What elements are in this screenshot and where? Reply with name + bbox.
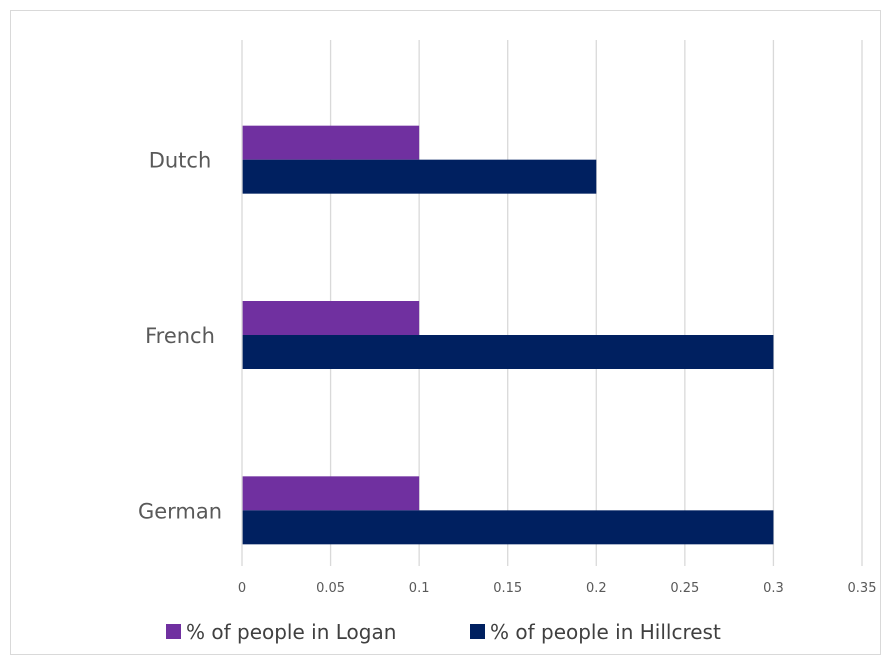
- x-tick-label: 0: [238, 581, 246, 596]
- bar-french-series-1: [242, 335, 774, 369]
- x-tick-label: 0.25: [670, 581, 699, 596]
- category-labels: Dutch French German: [138, 149, 222, 524]
- bars: [242, 125, 774, 545]
- x-tick-label: 0.35: [848, 581, 877, 596]
- category-label: German: [138, 499, 222, 523]
- legend-swatch: [166, 624, 181, 639]
- x-tick-label: 0.15: [493, 581, 522, 596]
- bar-french-series-0: [242, 301, 420, 335]
- bar-german-series-0: [242, 476, 420, 511]
- legend-label: % of people in Logan: [186, 620, 396, 644]
- x-tick-label: 0.1: [409, 581, 430, 596]
- bar-german-series-1: [242, 510, 774, 545]
- category-label: French: [145, 324, 215, 348]
- x-tick-labels: 0 0.05 0.1 0.15 0.2 0.25 0.3 0.35: [238, 581, 877, 596]
- x-tick-label: 0.2: [586, 581, 607, 596]
- legend-swatch: [470, 624, 485, 639]
- bar-dutch-series-1: [242, 159, 597, 194]
- bar-dutch-series-0: [242, 125, 420, 160]
- legend: % of people in Logan % of people in Hillc…: [166, 620, 721, 644]
- category-label: Dutch: [149, 149, 212, 173]
- x-tick-label: 0.3: [763, 581, 784, 596]
- chart-frame: [10, 10, 881, 655]
- x-tick-label: 0.05: [316, 581, 345, 596]
- legend-label: % of people in Hillcrest: [490, 620, 721, 644]
